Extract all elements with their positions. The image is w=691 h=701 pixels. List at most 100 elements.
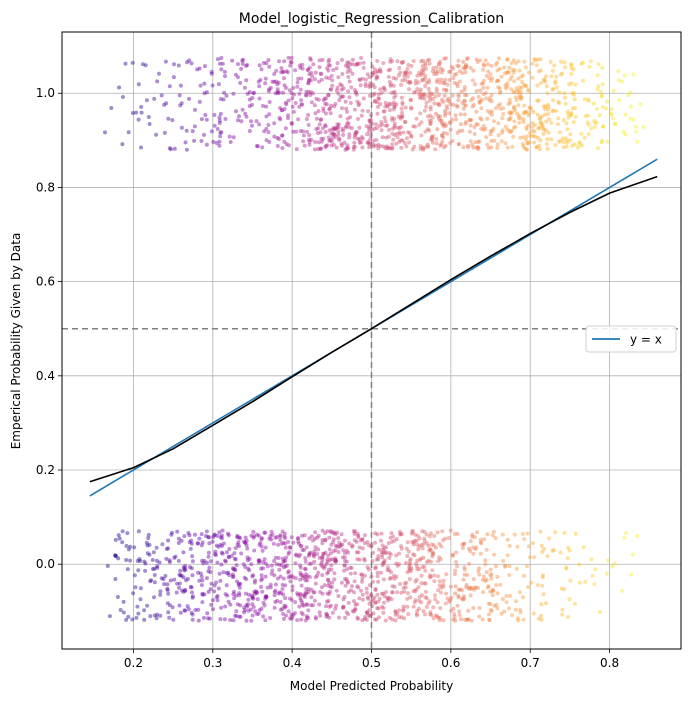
scatter-point [513,95,518,100]
scatter-point [346,121,351,126]
scatter-point [190,590,194,595]
scatter-point [259,585,264,589]
scatter-point [404,70,408,75]
scatter-point [338,542,343,547]
scatter-point [407,562,412,567]
scatter-point [375,100,380,105]
scatter-point [284,102,289,107]
scatter-point [344,548,349,553]
scatter-point [592,582,597,587]
scatter-point [343,63,348,68]
scatter-point [236,62,240,67]
scatter-point [322,583,327,588]
scatter-point [417,536,422,541]
scatter-point [415,533,420,538]
scatter-point [429,542,434,547]
scatter-point [416,585,421,590]
scatter-point [424,104,429,109]
scatter-point [399,83,403,87]
scatter-point [149,578,154,583]
scatter-point [348,62,353,67]
scatter-point [538,120,543,125]
scatter-point [306,553,311,558]
scatter-point [278,600,283,604]
scatter-point [298,591,303,596]
scatter-point [430,550,435,555]
scatter-point [379,550,384,555]
scatter-point [448,528,453,533]
scatter-point [356,136,361,141]
scatter-point [183,588,188,592]
scatter-point [199,583,204,588]
scatter-point [362,533,367,538]
scatter-point [405,136,409,141]
scatter-point [376,92,381,97]
scatter-point [381,85,386,90]
scatter-point [605,99,610,104]
scatter-point [434,71,439,76]
scatter-point [379,120,384,125]
scatter-point [403,105,408,110]
scatter-point [445,82,450,87]
y-tick-label: 0.0 [36,557,55,571]
scatter-point [338,114,343,119]
scatter-point [550,548,555,553]
scatter-point [128,558,133,563]
scatter-point [390,126,395,131]
scatter-point [333,558,338,562]
scatter-point [130,617,135,622]
y-tick-label: 0.4 [36,369,55,383]
scatter-point [375,69,380,74]
scatter-point [634,129,639,134]
scatter-point [486,585,490,590]
scatter-point [466,617,471,622]
scatter-point [455,81,460,86]
scatter-point [327,567,331,572]
scatter-point [171,75,176,80]
scatter-point [509,128,514,133]
scatter-point [165,586,170,591]
scatter-point [478,99,483,103]
scatter-point [342,595,347,599]
scatter-point [353,132,358,137]
scatter-point [160,542,165,547]
scatter-point [517,113,522,118]
scatter-point [438,114,442,119]
scatter-point [275,598,280,603]
scatter-point [333,543,338,548]
scatter-point [303,566,307,571]
scatter-point [307,551,312,556]
scatter-point [296,554,301,559]
scatter-point [254,590,259,595]
scatter-point [444,123,449,128]
scatter-point [154,558,159,563]
scatter-point [564,565,569,570]
scatter-point [389,570,393,575]
scatter-point [604,571,609,576]
scatter-point [428,610,433,615]
scatter-point [415,558,420,563]
scatter-point [455,104,460,109]
scatter-point [329,73,334,78]
scatter-point [259,573,264,578]
scatter-point [261,600,266,605]
scatter-point [207,541,212,546]
scatter-point [363,82,368,86]
scatter-point [496,133,501,138]
scatter-point [183,588,188,593]
scatter-point [238,536,243,541]
scatter-point [244,538,249,543]
scatter-point [327,615,332,620]
scatter-point [314,616,318,621]
scatter-point [408,70,413,75]
scatter-point [406,63,411,67]
scatter-point [548,59,553,64]
scatter-point [155,564,160,569]
scatter-point [299,598,304,603]
scatter-point [255,612,259,616]
scatter-point [167,560,172,565]
scatter-point [183,608,188,613]
scatter-point [451,606,456,611]
scatter-point [205,576,209,581]
